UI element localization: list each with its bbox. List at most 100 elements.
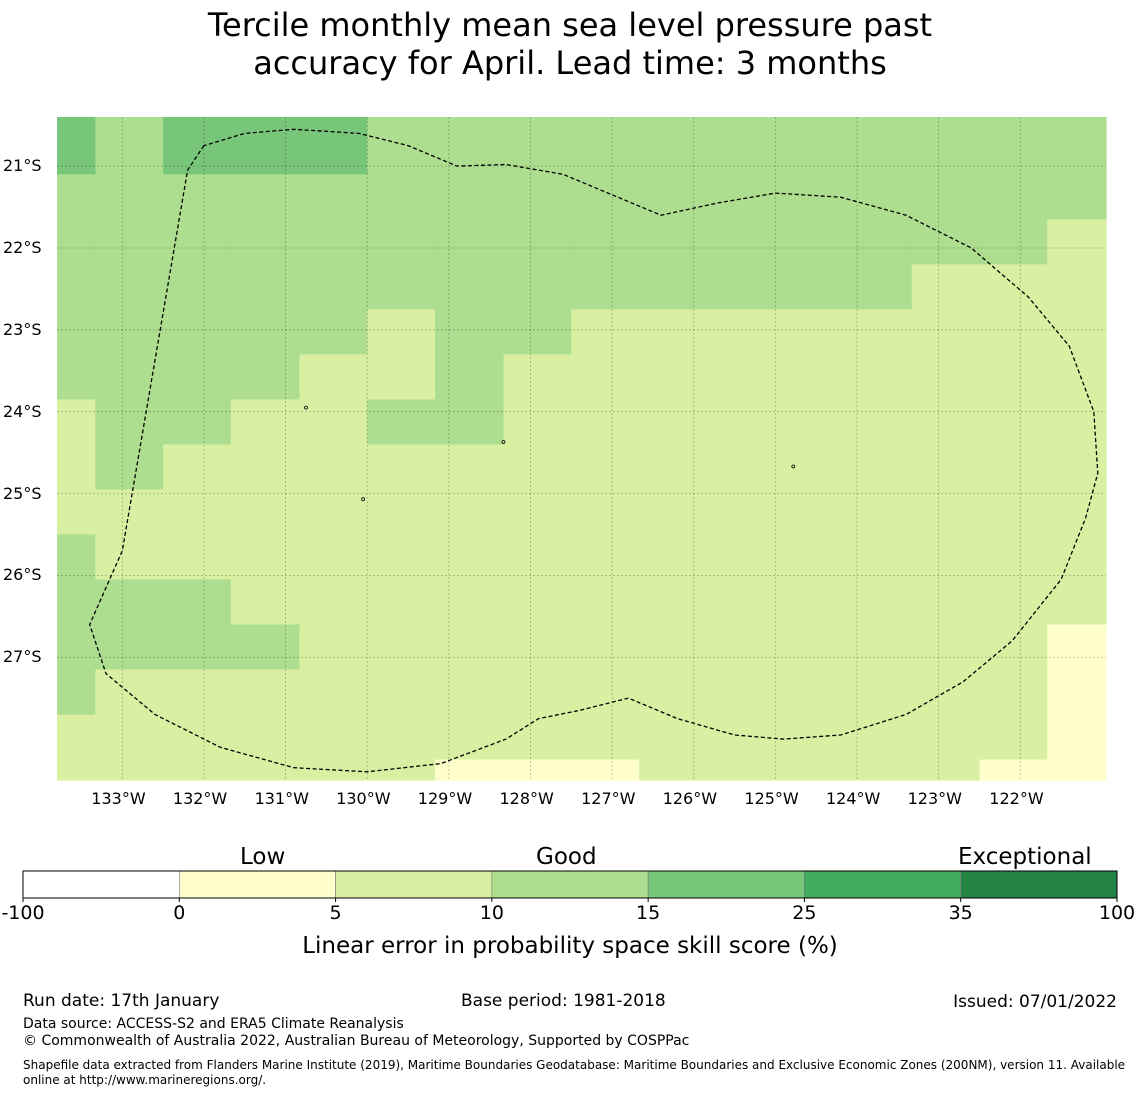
skill-cell xyxy=(503,579,572,626)
skill-cell xyxy=(843,219,913,265)
colorbar-segment xyxy=(178,870,336,899)
colorbar-tick-label: 10 xyxy=(479,902,504,924)
skill-cell xyxy=(503,624,572,671)
skill-cell xyxy=(230,354,301,400)
skill-cell xyxy=(299,669,368,716)
skill-cell xyxy=(57,117,96,175)
skill-cell xyxy=(299,264,368,310)
skill-cell xyxy=(367,444,436,491)
skill-cell xyxy=(503,354,572,400)
skill-cell xyxy=(230,219,301,265)
skill-cell xyxy=(57,444,96,491)
colorbar-tick-label: 15 xyxy=(636,902,661,924)
skill-cell xyxy=(775,174,844,220)
skill-grid xyxy=(57,117,1107,781)
longitude-label: 128°W xyxy=(499,789,554,808)
skill-cell xyxy=(434,669,505,716)
skill-cell xyxy=(163,669,232,716)
skill-cell xyxy=(503,219,572,265)
skill-cell xyxy=(299,624,368,671)
skill-cell xyxy=(1047,669,1107,716)
skill-cell xyxy=(299,714,368,761)
skill-cell xyxy=(911,444,981,491)
skill-cell xyxy=(911,534,981,581)
latitude-label: 21°S xyxy=(3,156,42,176)
skill-cell xyxy=(367,117,436,175)
skill-cell xyxy=(95,174,164,220)
skill-cell xyxy=(707,714,776,761)
island-marker xyxy=(791,464,796,469)
skill-cell xyxy=(367,264,436,310)
skill-cell xyxy=(571,534,640,581)
skill-cell xyxy=(367,579,436,626)
skill-cell xyxy=(57,759,96,781)
skill-cell xyxy=(843,444,913,491)
skill-cell xyxy=(639,354,709,400)
skill-cell xyxy=(299,534,368,581)
skill-cell xyxy=(707,309,776,355)
skill-cell xyxy=(843,309,913,355)
latitude-label: 24°S xyxy=(3,401,42,421)
skill-cell xyxy=(639,219,709,265)
skill-cell xyxy=(503,489,572,536)
skill-cell xyxy=(1047,117,1107,175)
skill-cell xyxy=(979,624,1048,671)
skill-cell xyxy=(775,579,844,626)
skill-cell xyxy=(57,714,96,761)
skill-cell xyxy=(979,264,1048,310)
skill-cell xyxy=(95,309,164,355)
skill-cell xyxy=(367,489,436,536)
eez-boundary-layer xyxy=(89,128,1099,773)
skill-cell xyxy=(299,579,368,626)
skill-cell xyxy=(367,714,436,761)
skill-cell xyxy=(843,399,913,446)
skill-cell xyxy=(163,624,232,671)
skill-cell xyxy=(911,117,981,175)
skill-cell xyxy=(707,489,776,536)
skill-cell xyxy=(1047,354,1107,400)
skill-cell xyxy=(367,534,436,581)
skill-cell xyxy=(434,399,505,446)
skill-cell xyxy=(434,624,505,671)
skill-cell xyxy=(571,624,640,671)
skill-cell xyxy=(163,714,232,761)
skill-cell xyxy=(230,534,301,581)
skill-cell xyxy=(1047,579,1107,626)
skill-cell xyxy=(434,354,505,400)
skill-cell xyxy=(434,444,505,491)
skill-cell xyxy=(57,399,96,446)
latitude-label: 26°S xyxy=(3,565,42,585)
skill-cell xyxy=(843,669,913,716)
skill-cell xyxy=(639,624,709,671)
skill-cell xyxy=(95,399,164,446)
skill-cell xyxy=(503,264,572,310)
page-title: Tercile monthly mean sea level pressure … xyxy=(0,6,1140,82)
skill-cell xyxy=(911,219,981,265)
skill-cell xyxy=(163,219,232,265)
skill-cell xyxy=(95,534,164,581)
skill-cell xyxy=(1047,264,1107,310)
colorbar-tick-label: 5 xyxy=(329,902,342,924)
skill-cell xyxy=(95,117,164,175)
skill-cell xyxy=(571,759,640,781)
skill-cell xyxy=(639,264,709,310)
skill-cell xyxy=(57,579,96,626)
skill-cell xyxy=(367,669,436,716)
skill-cell xyxy=(775,444,844,491)
skill-cell xyxy=(95,489,164,536)
skill-cell xyxy=(230,264,301,310)
skill-cell xyxy=(843,489,913,536)
skill-cell xyxy=(299,309,368,355)
skill-cell xyxy=(775,354,844,400)
skill-cell xyxy=(230,117,301,175)
skill-cell xyxy=(775,309,844,355)
skill-cell xyxy=(434,219,505,265)
skill-cell xyxy=(911,714,981,761)
skill-cell xyxy=(95,714,164,761)
skill-cell xyxy=(843,534,913,581)
skill-cell xyxy=(707,624,776,671)
skill-cell xyxy=(639,117,709,175)
colorbar-segment xyxy=(335,870,493,899)
colorbar-segment xyxy=(804,870,962,899)
skill-cell xyxy=(367,309,436,355)
